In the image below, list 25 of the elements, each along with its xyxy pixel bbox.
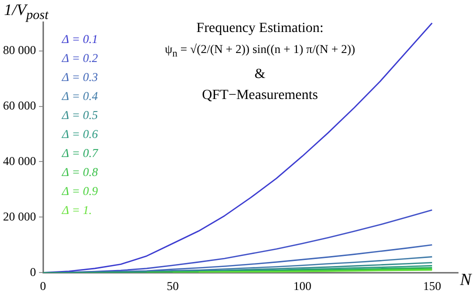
- text: Δ = 0.9: [62, 183, 98, 200]
- x-tick-label: 100: [293, 278, 312, 293]
- text: Δ = 0.8: [62, 164, 98, 181]
- text: Δ = 0.7: [62, 145, 98, 162]
- y-tick-label: 20 000: [3, 209, 36, 224]
- text: Δ = 0.4: [62, 88, 98, 105]
- text: Δ = 0.2: [62, 50, 98, 67]
- y-tick-label: 80 000: [3, 42, 36, 57]
- x-tick-label: 50: [166, 278, 179, 293]
- x-axis-title: N: [460, 270, 472, 290]
- annotation: QFT−Measurements: [201, 87, 319, 106]
- text: Δ = 0.3: [62, 69, 98, 86]
- y-axis-title: 1/V$_{post}$: [4, 2, 48, 24]
- x-tick-label: 0: [40, 278, 46, 293]
- text: Δ = 0.1: [62, 31, 98, 48]
- y-tick-label: 0: [30, 264, 36, 279]
- annotation: &: [254, 66, 266, 84]
- text: Δ = 1.: [62, 202, 93, 219]
- text: Δ = 0.5: [62, 107, 98, 124]
- y-tick-label: 40 000: [3, 154, 36, 168]
- annotation: ψ$_{n}$ = √(2/(N + 2)) sin((n + 1) π/(N + 2)): [164, 41, 356, 62]
- annotation: Frequency Estimation:: [195, 20, 325, 38]
- x-tick-label: 150: [423, 278, 442, 293]
- text: Δ = 0.6: [62, 126, 98, 143]
- y-tick-label: 60 000: [3, 98, 36, 112]
